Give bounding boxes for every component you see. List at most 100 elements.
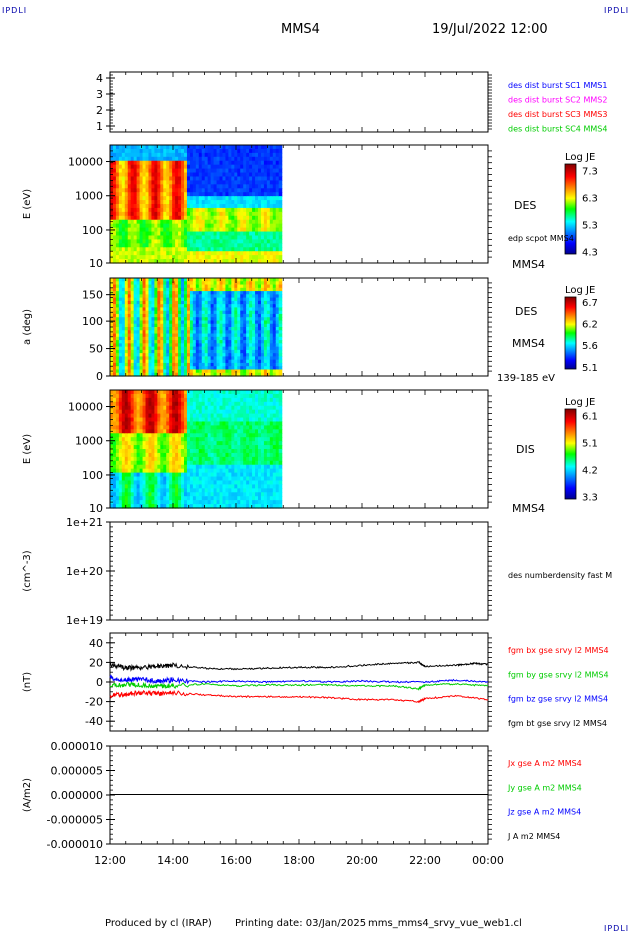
label-scpot-overlay: edp scpot MMS4: [508, 234, 574, 243]
colorbar-tick-2-2: 5.6: [582, 341, 598, 352]
label-sc-2: MMS4: [512, 337, 545, 350]
colorbar-tick-1-2: 5.3: [582, 220, 598, 231]
colorbar-tick-1-1: 6.3: [582, 193, 598, 204]
colorbar-tick-3-3: 3.3: [582, 492, 598, 503]
series-line-bx: [109, 689, 489, 704]
ylabel-3: E (eV): [22, 434, 33, 464]
ylabel-6: (A/m2): [22, 778, 33, 812]
ytick-label-6-0: 0.000010: [51, 740, 104, 753]
ytick-label-3-3: 10: [89, 502, 103, 515]
colorbar-tick-1-3: 4.3: [582, 247, 598, 258]
corner-tag-left: IPDLI: [2, 6, 28, 15]
legend-fgm-2: fgm bz gse srvy l2 MMS4: [508, 695, 608, 704]
ytick-label-2-3: 0: [96, 370, 103, 383]
colorbar-2: [564, 296, 577, 370]
ylabel-2: a (deg): [22, 309, 33, 345]
colorbar-title-3: Log JE: [565, 397, 595, 408]
label-sc-3: MMS4: [512, 502, 545, 515]
label-sc-1: MMS4: [512, 258, 545, 271]
legend-sc-3: des dist burst SC3 MMS3: [508, 110, 607, 119]
legend-fgm-3: fgm bt gse srvy l2 MMS4: [508, 719, 607, 728]
ytick-label-5-2: 0: [96, 676, 103, 689]
time-label-4: 20:00: [346, 854, 378, 867]
spectrogram-2: [110, 278, 283, 377]
ytick-label-4-2: 1e+19: [66, 614, 103, 627]
ytick-label-6-4: -0.000010: [47, 838, 103, 851]
figure-title: MMS4: [281, 22, 320, 37]
corner-tag-right: IPDLI: [604, 6, 630, 15]
spectrogram-1: [110, 145, 283, 264]
series-line-by: [109, 681, 489, 691]
colorbar-3: [564, 408, 577, 500]
time-label-0: 12:00: [94, 854, 126, 867]
spectrogram-3: [110, 390, 283, 509]
ytick-label-0-1: 3: [96, 88, 103, 101]
ytick-label-4-0: 1e+21: [66, 516, 103, 529]
ylabel-5: (nT): [22, 672, 33, 692]
legend-j-1: Jy gse A m2 MMS4: [507, 783, 582, 792]
ylabel-1: E (eV): [22, 189, 33, 219]
ytick-label-6-2: 0.000000: [51, 789, 104, 802]
legend-fgm-1: fgm by gse srvy l2 MMS4: [508, 670, 609, 679]
footer-filename: mms_mms4_srvy_vue_web1.cl: [368, 918, 522, 929]
time-label-1: 14:00: [157, 854, 189, 867]
footer-printing-date: Printing date: 03/Jan/2025: [235, 918, 367, 929]
figure-date: 19/Jul/2022 12:00: [432, 22, 548, 37]
legend-j-3: J A m2 MMS4: [507, 832, 560, 841]
footer-produced-by: Produced by cl (IRAP): [105, 918, 212, 929]
ytick-label-0-0: 4: [96, 72, 103, 85]
ytick-label-5-0: 40: [89, 637, 103, 650]
ytick-label-6-3: -0.000005: [47, 814, 103, 827]
colorbar-tick-2-0: 6.7: [582, 298, 598, 309]
series-line-bz: [109, 674, 489, 685]
colorbar-tick-1-0: 7.3: [582, 166, 598, 177]
ytick-label-0-2: 2: [96, 104, 103, 117]
panel-frame-0: [109, 71, 489, 133]
ytick-label-3-0: 10000: [68, 401, 103, 414]
time-label-2: 16:00: [220, 854, 252, 867]
ytick-label-1-1: 1000: [75, 190, 103, 203]
ytick-label-1-3: 10: [89, 257, 103, 270]
ytick-label-5-4: -40: [85, 715, 103, 728]
ytick-label-1-0: 10000: [68, 156, 103, 169]
ytick-label-3-2: 100: [82, 469, 103, 482]
legend-j-0: Jx gse A m2 MMS4: [507, 759, 582, 768]
ytick-label-3-1: 1000: [75, 435, 103, 448]
ytick-label-5-1: 20: [89, 656, 103, 669]
ytick-label-2-2: 50: [89, 343, 103, 356]
legend-sc-1: des dist burst SC1 MMS1: [508, 81, 607, 90]
ytick-label-4-1: 1e+20: [66, 565, 103, 578]
colorbar-tick-3-1: 5.1: [582, 438, 598, 449]
colorbar-tick-2-3: 5.1: [582, 363, 598, 374]
colorbar-title-1: Log JE: [565, 152, 595, 163]
ytick-label-2-0: 150: [82, 289, 103, 302]
legend-density: des numberdensity fast M: [508, 571, 612, 580]
label-des-pitch: DES: [515, 305, 537, 318]
label-dis-energy: DIS: [516, 443, 535, 456]
label-energy-range: 139-185 eV: [497, 373, 555, 384]
ytick-label-0-3: 1: [96, 120, 103, 133]
colorbar-title-2: Log JE: [565, 285, 595, 296]
time-label-6: 00:00: [472, 854, 504, 867]
colorbar-tick-3-0: 6.1: [582, 411, 598, 422]
legend-j-2: Jz gse A m2 MMS4: [507, 808, 581, 817]
label-des-energy: DES: [514, 199, 536, 212]
time-label-5: 22:00: [409, 854, 441, 867]
ytick-label-6-1: 0.000005: [51, 765, 104, 778]
series-line-bt: [109, 660, 489, 672]
legend-sc-4: des dist burst SC4 MMS4: [508, 125, 607, 134]
ytick-label-1-2: 100: [82, 224, 103, 237]
ytick-label-5-3: -20: [85, 696, 103, 709]
colorbar-1: [564, 163, 577, 255]
time-label-3: 18:00: [283, 854, 315, 867]
legend-sc-2: des dist burst SC2 MMS2: [508, 96, 607, 105]
colorbar-tick-2-1: 6.2: [582, 320, 598, 331]
colorbar-tick-3-2: 4.2: [582, 465, 598, 476]
ytick-label-2-1: 100: [82, 315, 103, 328]
ylabel-4: (cm^-3): [22, 550, 33, 591]
legend-fgm-0: fgm bx gse srvy l2 MMS4: [508, 646, 609, 655]
panel-frame-4: [109, 521, 489, 621]
corner-tag-bottom-right: IPDLI: [604, 924, 630, 933]
